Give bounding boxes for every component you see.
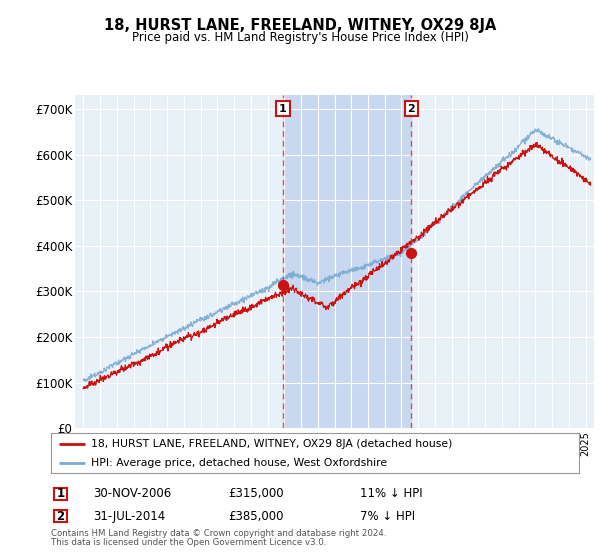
Text: Price paid vs. HM Land Registry's House Price Index (HPI): Price paid vs. HM Land Registry's House … — [131, 31, 469, 44]
Text: This data is licensed under the Open Government Licence v3.0.: This data is licensed under the Open Gov… — [51, 538, 326, 547]
Text: 2: 2 — [407, 104, 415, 114]
Text: HPI: Average price, detached house, West Oxfordshire: HPI: Average price, detached house, West… — [91, 458, 387, 468]
Text: 30-NOV-2006: 30-NOV-2006 — [93, 487, 171, 501]
Text: £385,000: £385,000 — [228, 510, 284, 523]
Text: 1: 1 — [56, 487, 65, 501]
Text: 31-JUL-2014: 31-JUL-2014 — [93, 510, 165, 523]
Text: 1: 1 — [279, 104, 287, 114]
Text: Contains HM Land Registry data © Crown copyright and database right 2024.: Contains HM Land Registry data © Crown c… — [51, 529, 386, 538]
Text: 18, HURST LANE, FREELAND, WITNEY, OX29 8JA: 18, HURST LANE, FREELAND, WITNEY, OX29 8… — [104, 18, 496, 33]
Text: 2: 2 — [56, 510, 65, 523]
Bar — [283, 95, 411, 428]
Text: £315,000: £315,000 — [228, 487, 284, 501]
Text: 7% ↓ HPI: 7% ↓ HPI — [360, 510, 415, 523]
Text: 18, HURST LANE, FREELAND, WITNEY, OX29 8JA (detached house): 18, HURST LANE, FREELAND, WITNEY, OX29 8… — [91, 439, 452, 449]
Text: 11% ↓ HPI: 11% ↓ HPI — [360, 487, 422, 501]
